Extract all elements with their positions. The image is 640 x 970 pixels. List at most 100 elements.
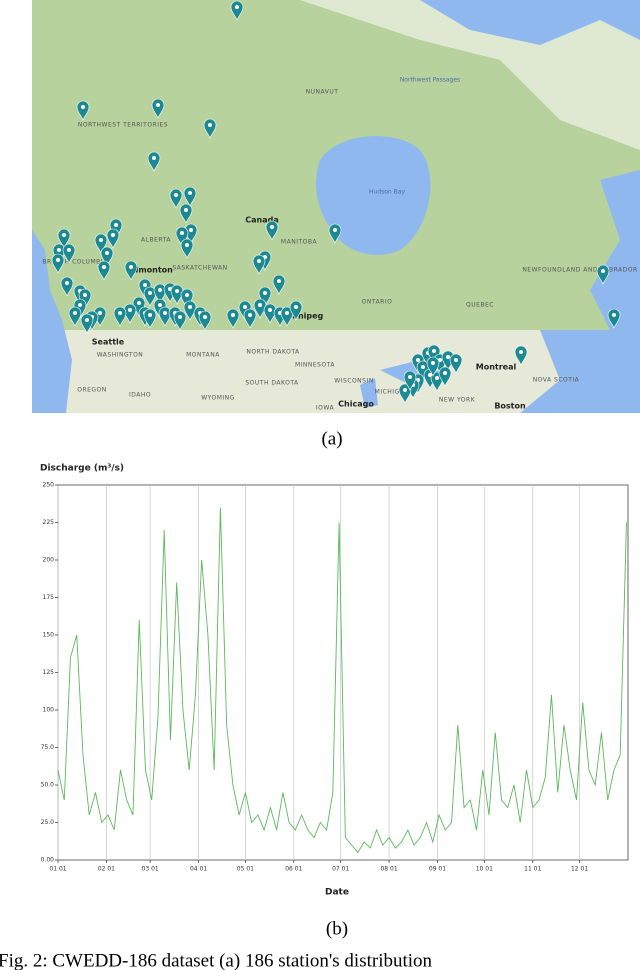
station-pin (57, 228, 71, 249)
station-pin-dot (158, 288, 162, 292)
y-tick-label: 50.0 (41, 782, 55, 789)
station-pin-dot (67, 248, 71, 252)
station-pin (265, 220, 279, 241)
station-pin (403, 370, 417, 391)
series-line (57, 507, 627, 854)
station-pin-dot (188, 191, 192, 195)
station-pin (607, 308, 621, 329)
map-label: ALBERTA (141, 237, 171, 244)
station-pin-dot (243, 305, 247, 309)
station-pin-dot (178, 315, 182, 319)
station-pin-dot (432, 349, 436, 353)
x-tick-label: 11 01 (524, 866, 541, 873)
x-tick-label: 07 01 (332, 866, 349, 873)
station-pin (169, 188, 183, 209)
station-pin (449, 353, 463, 374)
map-atlantic-south (520, 330, 640, 413)
station-pin-dot (152, 156, 156, 160)
station-pin-dot (62, 233, 66, 237)
station-pins (51, 0, 621, 404)
station-pin (147, 151, 161, 172)
station-pin (123, 303, 137, 324)
station-pin (62, 243, 76, 264)
station-pin (94, 233, 108, 254)
map-label: MONTANA (186, 352, 220, 359)
station-pin-dot (143, 283, 147, 287)
x-tick-label: 09 01 (429, 866, 446, 873)
map-label: Winnipeg (281, 312, 324, 321)
station-pin-dot (180, 231, 184, 235)
station-pin-dot (175, 289, 179, 293)
station-pin (426, 356, 440, 377)
station-pin (151, 98, 165, 119)
station-pin-dot (129, 265, 133, 269)
map-label: WISCONSIN (334, 378, 373, 385)
station-pin-dot (188, 305, 192, 309)
map-label: Edmonton (127, 266, 173, 275)
station-pin-dot (333, 228, 337, 232)
station-pin (203, 118, 217, 139)
x-tick-label: 10 01 (476, 866, 493, 873)
station-pin-dot (111, 233, 115, 237)
station-pin (183, 186, 197, 207)
station-pin (80, 313, 94, 334)
station-pin-dot (454, 358, 458, 362)
station-pin-dot (248, 313, 252, 317)
x-tick-label: 03 01 (142, 866, 159, 873)
station-pin (173, 310, 187, 331)
station-pin-dot (102, 265, 106, 269)
station-pin (226, 308, 240, 329)
station-pin-dot (81, 105, 85, 109)
y-tick-label: 75.0 (41, 744, 55, 751)
map-label: WASHINGTON (97, 352, 144, 359)
station-pin (198, 310, 212, 331)
map-label: Northwest Passages (400, 77, 460, 84)
map-label: MICHIGAN (375, 389, 410, 396)
map-pacific (32, 230, 72, 413)
station-pin (153, 283, 167, 304)
y-axis-label: Discharge (m³/s) (40, 464, 124, 474)
station-pin-dot (85, 318, 89, 322)
station-pin (124, 260, 138, 281)
map-label: Boston (494, 402, 526, 411)
map-labels: NUNAVUT Northwest Passages Hudson Bay NORTH… (42, 77, 637, 412)
chart: 01 01 02 01 03 01 04 01 05 01 06 01 07 01 08 01… (41, 482, 629, 873)
station-pin-dot (118, 311, 122, 315)
map-label: IDAHO (129, 392, 151, 399)
station-pin-dot (421, 365, 425, 369)
station-pin-dot (137, 301, 141, 305)
map-usa (32, 330, 640, 413)
station-pin-dot (158, 303, 162, 307)
map-label: NEW YORK (439, 397, 476, 404)
station-pin-dot (203, 315, 207, 319)
station-pin (252, 254, 266, 275)
station-pin (143, 286, 157, 307)
station-pin-dot (428, 373, 432, 377)
station-pin-dot (148, 313, 152, 317)
x-tick-label: 04 01 (190, 866, 207, 873)
station-pin (514, 345, 528, 366)
station-pin-dot (416, 358, 420, 362)
x-tick-label: 12 01 (571, 866, 588, 873)
map-label: NOVA SCOTIA (533, 377, 580, 384)
x-tick-label: 05 01 (237, 866, 254, 873)
station-pin-dot (601, 269, 605, 273)
station-pin (113, 306, 127, 327)
station-pin-dot (65, 281, 69, 285)
map-label: BRITISH COLUMBIA (42, 259, 108, 266)
station-pin-dot (235, 5, 239, 9)
station-pin-dot (519, 350, 523, 354)
station-pin-dot (185, 293, 189, 297)
map-label: MANITOBA (281, 239, 318, 246)
map-label: ONTARIO (362, 299, 393, 306)
station-pin-dot (268, 308, 272, 312)
map-label: MINNESOTA (295, 362, 335, 369)
station-pin-dot (257, 259, 261, 263)
station-pin-dot (174, 193, 178, 197)
map-hudson-bay (315, 136, 431, 255)
y-tick-label: 200 (43, 557, 55, 564)
y-tick-label: 150 (43, 632, 55, 639)
y-tick-label: 100 (43, 707, 55, 714)
station-pin-dot (185, 243, 189, 247)
panel-label: (b) (326, 918, 348, 939)
